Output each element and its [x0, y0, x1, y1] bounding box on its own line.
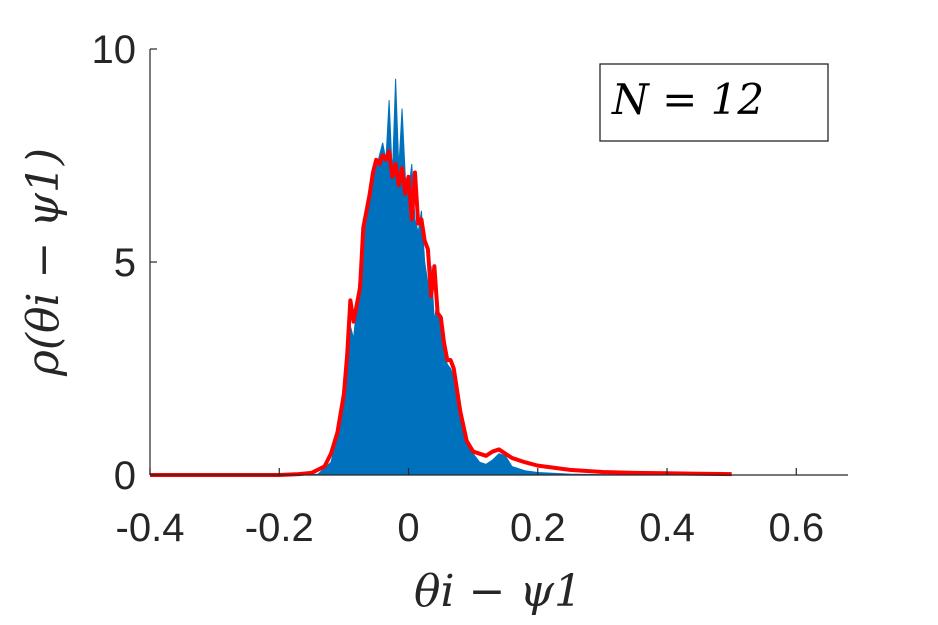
y-tick-label: 0	[114, 454, 136, 498]
x-tick-label: -0.2	[245, 506, 314, 550]
x-tick-label: 0	[397, 506, 419, 550]
y-axis-label: ρ(θi − ψ1)	[18, 148, 69, 377]
legend-text: N = 12	[611, 75, 764, 124]
x-axis-label: θi − ψ1	[414, 566, 582, 617]
y-ticks: 0 5 10	[92, 28, 157, 498]
x-tick-label: 0.2	[510, 506, 566, 550]
density-curve	[150, 149, 732, 477]
plot-area	[150, 78, 848, 477]
y-tick-label: 5	[114, 241, 136, 285]
x-tick-label: -0.4	[116, 506, 185, 550]
legend-frame	[599, 63, 829, 142]
x-tick-label: 0.6	[768, 506, 824, 550]
axes: -0.4 -0.2 0 0.2 0.4 0.6 0 5 10	[92, 28, 848, 550]
y-tick-label: 10	[92, 28, 137, 72]
legend-box: N = 12	[599, 63, 829, 142]
x-ticks: -0.4 -0.2 0 0.2 0.4 0.6	[116, 468, 824, 550]
x-tick-label: 0.4	[639, 506, 695, 550]
